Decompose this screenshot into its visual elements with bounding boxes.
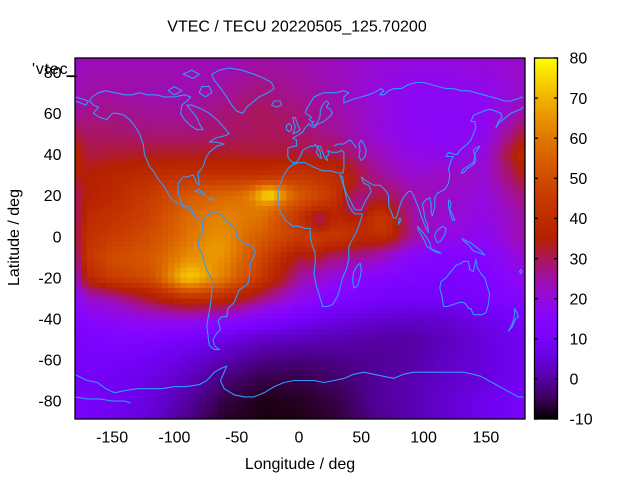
svg-text:70: 70	[570, 91, 588, 108]
svg-text:'vtec_: 'vtec_	[32, 61, 78, 78]
svg-text:80: 80	[570, 51, 588, 68]
svg-text:80: 80	[44, 65, 62, 82]
svg-text:60: 60	[570, 131, 588, 148]
svg-text:60: 60	[44, 106, 62, 123]
svg-text:40: 40	[44, 147, 62, 164]
svg-text:20: 20	[44, 188, 62, 205]
svg-text:-10: -10	[570, 412, 593, 429]
svg-text:Longitude / deg: Longitude / deg	[245, 456, 355, 473]
svg-text:Latitude / deg: Latitude / deg	[6, 189, 23, 286]
svg-text:100: 100	[410, 429, 437, 446]
svg-text:-20: -20	[38, 270, 61, 287]
svg-text:10: 10	[570, 332, 588, 349]
svg-text:0: 0	[295, 429, 304, 446]
svg-text:-80: -80	[38, 394, 61, 411]
svg-text:40: 40	[570, 211, 588, 228]
svg-text:50: 50	[352, 429, 370, 446]
svg-text:-100: -100	[158, 429, 190, 446]
svg-text:0: 0	[53, 229, 62, 246]
svg-text:-150: -150	[96, 429, 128, 446]
svg-text:VTEC / TECU 20220505_125.70200: VTEC / TECU 20220505_125.70200	[167, 19, 427, 36]
svg-text:30: 30	[570, 251, 588, 268]
svg-text:20: 20	[570, 291, 588, 308]
svg-text:50: 50	[570, 171, 588, 188]
svg-text:150: 150	[473, 429, 500, 446]
svg-text:-60: -60	[38, 353, 61, 370]
svg-text:-50: -50	[225, 429, 248, 446]
svg-text:-40: -40	[38, 312, 61, 329]
svg-text:0: 0	[570, 372, 579, 389]
